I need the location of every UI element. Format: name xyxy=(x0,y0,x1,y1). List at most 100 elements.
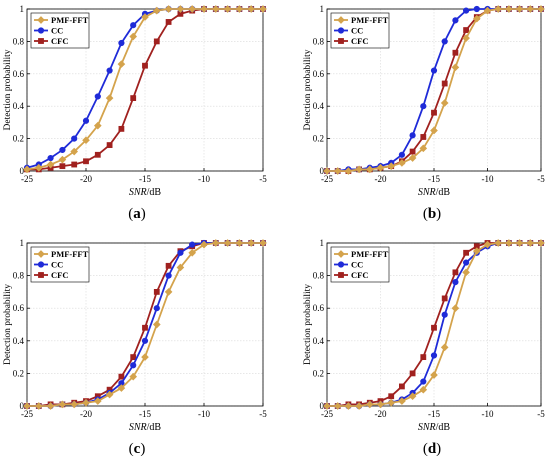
data-point xyxy=(430,371,438,379)
legend-marker xyxy=(337,250,345,258)
data-point xyxy=(188,5,197,13)
data-point xyxy=(526,5,535,13)
x-tick-label: -15 xyxy=(428,174,440,184)
data-point xyxy=(473,5,480,13)
legend-entry: CFC xyxy=(34,36,68,46)
data-point xyxy=(387,162,396,170)
y-tick-label: 0.8 xyxy=(13,36,25,46)
data-point xyxy=(130,22,137,29)
legend-marker xyxy=(337,261,345,268)
data-point xyxy=(118,39,125,47)
data-point xyxy=(441,38,448,45)
data-point xyxy=(94,151,101,158)
data-point xyxy=(46,160,55,169)
data-point xyxy=(142,62,148,69)
x-tick-label: -10 xyxy=(198,174,210,184)
legend-label: CC xyxy=(351,26,363,36)
y-tick-label: 0.8 xyxy=(313,271,325,281)
data-point xyxy=(141,337,149,344)
x-tick-label: -15 xyxy=(428,409,440,419)
legend-entry: PMF-FFT xyxy=(34,249,89,259)
data-point xyxy=(494,5,503,13)
data-point xyxy=(420,134,427,140)
legend-entry: CC xyxy=(34,260,63,270)
data-point xyxy=(152,320,161,329)
data-point xyxy=(165,262,172,269)
legend-entry: PMF-FFT xyxy=(334,15,389,25)
y-tick-label: 0 xyxy=(320,166,325,176)
x-tick-label: -20 xyxy=(375,174,387,184)
legend-marker xyxy=(337,16,345,24)
data-point xyxy=(408,154,417,162)
y-tick-label: 0.4 xyxy=(313,336,325,346)
legend-label: PMF-FFT xyxy=(51,249,89,259)
series-pmf-fft xyxy=(323,239,545,410)
data-point xyxy=(420,378,427,385)
data-point xyxy=(83,158,89,165)
data-point xyxy=(483,6,492,15)
y-axis-label: Detection probability xyxy=(303,284,313,365)
data-point xyxy=(472,14,481,23)
data-point xyxy=(398,383,405,390)
y-tick-label: 0 xyxy=(320,401,325,411)
legend-marker xyxy=(38,272,44,278)
legend-marker xyxy=(37,27,45,34)
y-tick-label: 0 xyxy=(20,166,25,176)
data-point xyxy=(105,94,114,102)
data-point xyxy=(431,109,437,116)
data-point xyxy=(463,249,469,256)
data-point xyxy=(153,305,160,312)
data-point xyxy=(537,239,545,247)
x-tick-label: -15 xyxy=(139,409,151,419)
legend-marker xyxy=(338,38,344,44)
x-axis-label: SNR/dB xyxy=(129,422,162,433)
data-point xyxy=(34,163,43,172)
series-pmf-fft xyxy=(323,5,545,175)
legend-label: CFC xyxy=(51,36,68,46)
data-point xyxy=(537,5,545,13)
y-tick-label: 0.8 xyxy=(313,36,325,46)
y-axis-label: Detection probability xyxy=(3,49,13,130)
data-point xyxy=(47,154,54,162)
data-point xyxy=(71,135,78,142)
chart-panel-1: -25 -20 -15 -10 -5 0 0.2 0.4 0.6 0.8 1 SNR/dB Detect… xyxy=(3,4,267,198)
data-point xyxy=(452,49,459,56)
data-point xyxy=(344,402,353,410)
data-point xyxy=(441,295,448,302)
data-point xyxy=(463,259,470,266)
data-point xyxy=(483,240,492,249)
x-tick-label: -10 xyxy=(482,174,494,184)
data-point xyxy=(152,6,161,15)
data-point xyxy=(365,400,374,409)
data-point xyxy=(494,239,503,247)
legend-label: CFC xyxy=(351,270,368,280)
legend-label: PMF-FFT xyxy=(351,15,389,25)
data-point xyxy=(398,159,406,167)
data-point xyxy=(430,352,438,359)
data-point xyxy=(462,34,470,42)
legend-entry: PMF-FFT xyxy=(334,249,389,259)
data-point xyxy=(106,67,113,74)
data-point xyxy=(34,402,43,410)
data-point xyxy=(211,239,220,247)
data-point xyxy=(117,384,126,392)
legend-label: CFC xyxy=(351,36,368,46)
legend-label: CC xyxy=(51,26,63,36)
data-point xyxy=(505,239,513,247)
data-point xyxy=(129,372,138,381)
data-point xyxy=(420,354,427,360)
data-point xyxy=(409,370,416,377)
data-point xyxy=(59,163,66,170)
y-tick-label: 0.2 xyxy=(13,134,24,144)
legend-marker xyxy=(37,16,45,24)
data-point xyxy=(333,402,342,410)
data-point xyxy=(463,7,470,14)
data-point xyxy=(247,239,256,247)
data-point xyxy=(409,148,416,155)
y-tick-label: 0.8 xyxy=(13,271,25,281)
y-tick-label: 0.2 xyxy=(313,134,324,144)
data-point xyxy=(431,324,437,331)
x-axis-label: SNR/dB xyxy=(418,187,451,198)
